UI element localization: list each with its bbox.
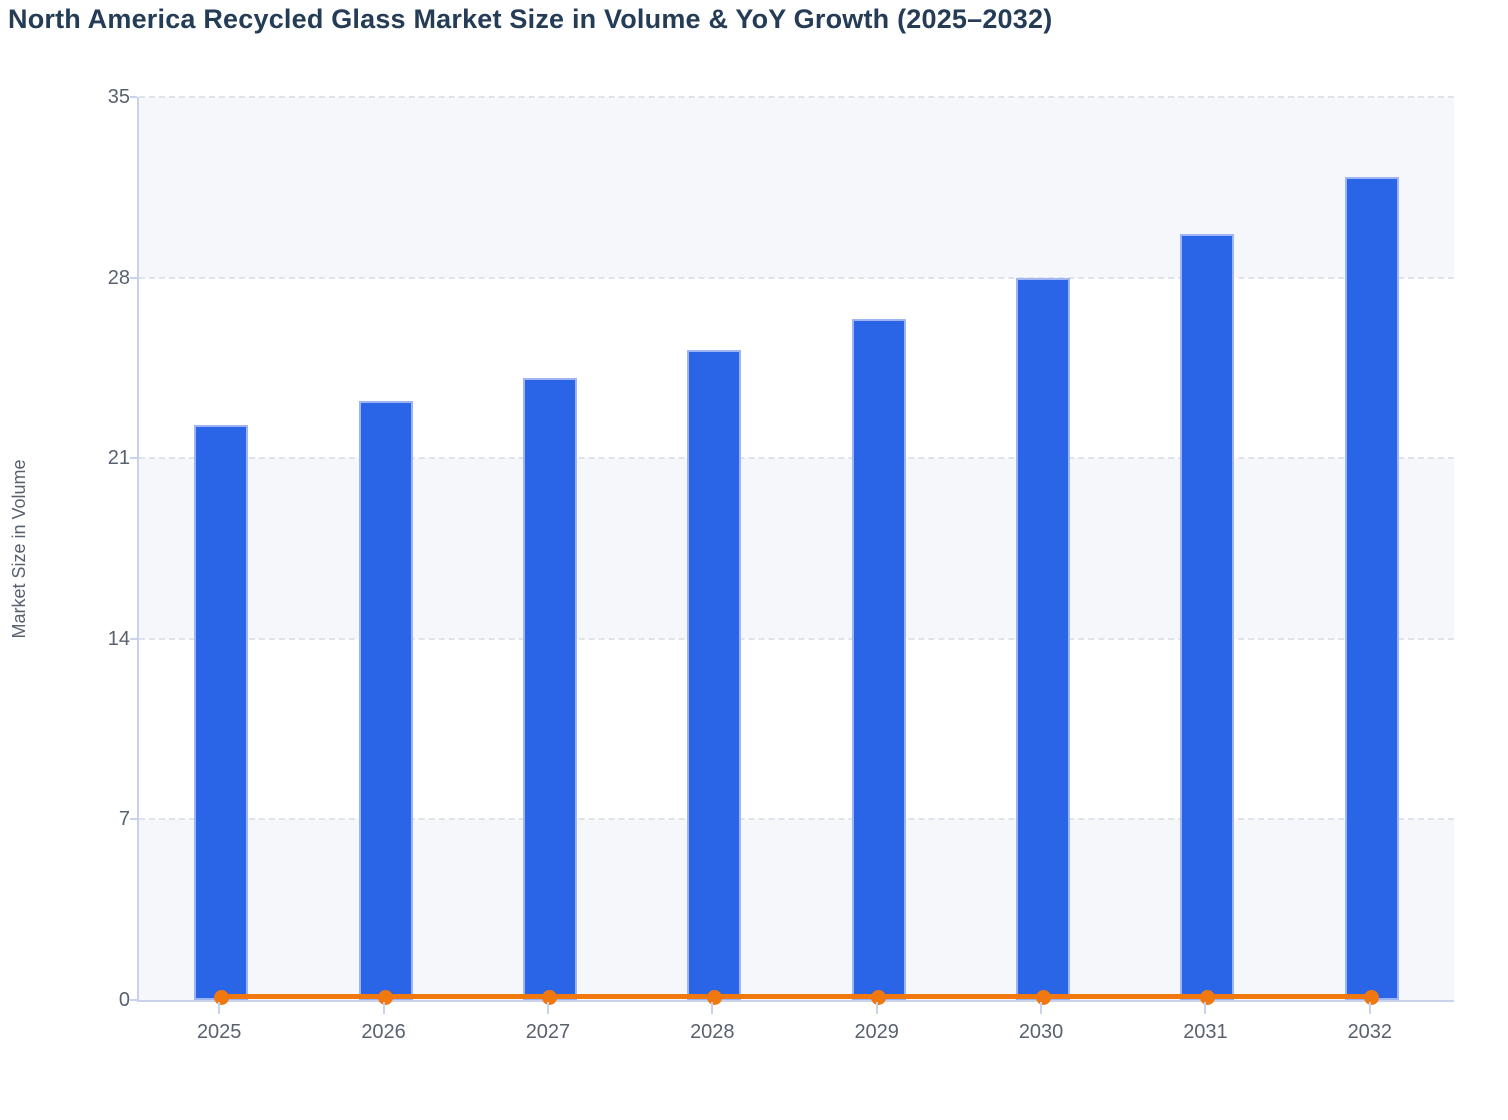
x-tick (875, 1002, 878, 1014)
y-tick (130, 457, 137, 460)
gridline (139, 818, 1454, 821)
bar-2029[interactable] (851, 318, 906, 1000)
yoy-marker-2029[interactable] (871, 990, 887, 1005)
x-tick (218, 1002, 221, 1014)
gridline (139, 457, 1454, 460)
x-tick (1040, 1002, 1043, 1014)
gridline (139, 276, 1454, 279)
yoy-marker-2031[interactable] (1199, 990, 1215, 1005)
yoy-marker-2032[interactable] (1364, 990, 1380, 1005)
yoy-marker-2025[interactable] (213, 990, 229, 1005)
row-band (139, 97, 1454, 278)
yoy-marker-2028[interactable] (706, 990, 722, 1005)
x-tick-label-2026: 2026 (361, 1021, 406, 1043)
y-tick (130, 818, 137, 821)
bar-2030[interactable] (1016, 277, 1071, 1000)
x-tick (711, 1002, 714, 1014)
y-tick (130, 637, 137, 640)
chart-title: North America Recycled Glass Market Size… (8, 4, 1053, 34)
yoy-growth-line (221, 994, 1372, 999)
y-tick-label: 35 (107, 86, 130, 108)
x-tick (546, 1002, 549, 1014)
y-tick-label: 7 (118, 808, 130, 831)
y-tick-label: 14 (107, 627, 130, 650)
x-tick-label-2029: 2029 (854, 1021, 899, 1043)
bar-2025[interactable] (194, 424, 249, 1000)
bar-2026[interactable] (358, 401, 413, 1000)
x-tick-label-2027: 2027 (525, 1021, 571, 1043)
y-axis-title: Market Size in Volume (9, 459, 29, 639)
y-tick-label: 28 (107, 266, 130, 289)
bar-2027[interactable] (522, 378, 577, 1000)
gridline (139, 96, 1454, 98)
bar-2031[interactable] (1180, 233, 1235, 1000)
y-tick-label: 21 (107, 447, 130, 470)
x-tick (382, 1002, 385, 1014)
y-tick (130, 96, 137, 98)
yoy-marker-2026[interactable] (378, 990, 394, 1005)
bar-2032[interactable] (1344, 176, 1399, 1000)
x-tick (1204, 1002, 1207, 1014)
yoy-marker-2027[interactable] (542, 990, 558, 1005)
y-tick-label: 0 (118, 989, 130, 1011)
y-tick (130, 999, 137, 1001)
x-tick (1368, 1002, 1371, 1014)
x-tick-label-2030: 2030 (1018, 1021, 1064, 1043)
yoy-marker-2030[interactable] (1035, 990, 1051, 1005)
gridline (139, 637, 1454, 640)
bar-2028[interactable] (687, 349, 742, 1000)
row-band (139, 819, 1454, 1000)
plot-area (137, 96, 1454, 1005)
row-band (139, 458, 1454, 639)
x-tick-label-2025: 2025 (196, 1021, 242, 1043)
x-tick-label-2028: 2028 (690, 1021, 735, 1043)
x-tick-label-2032: 2032 (1347, 1021, 1393, 1043)
y-tick (130, 276, 137, 279)
x-tick-label-2031: 2031 (1183, 1021, 1228, 1043)
